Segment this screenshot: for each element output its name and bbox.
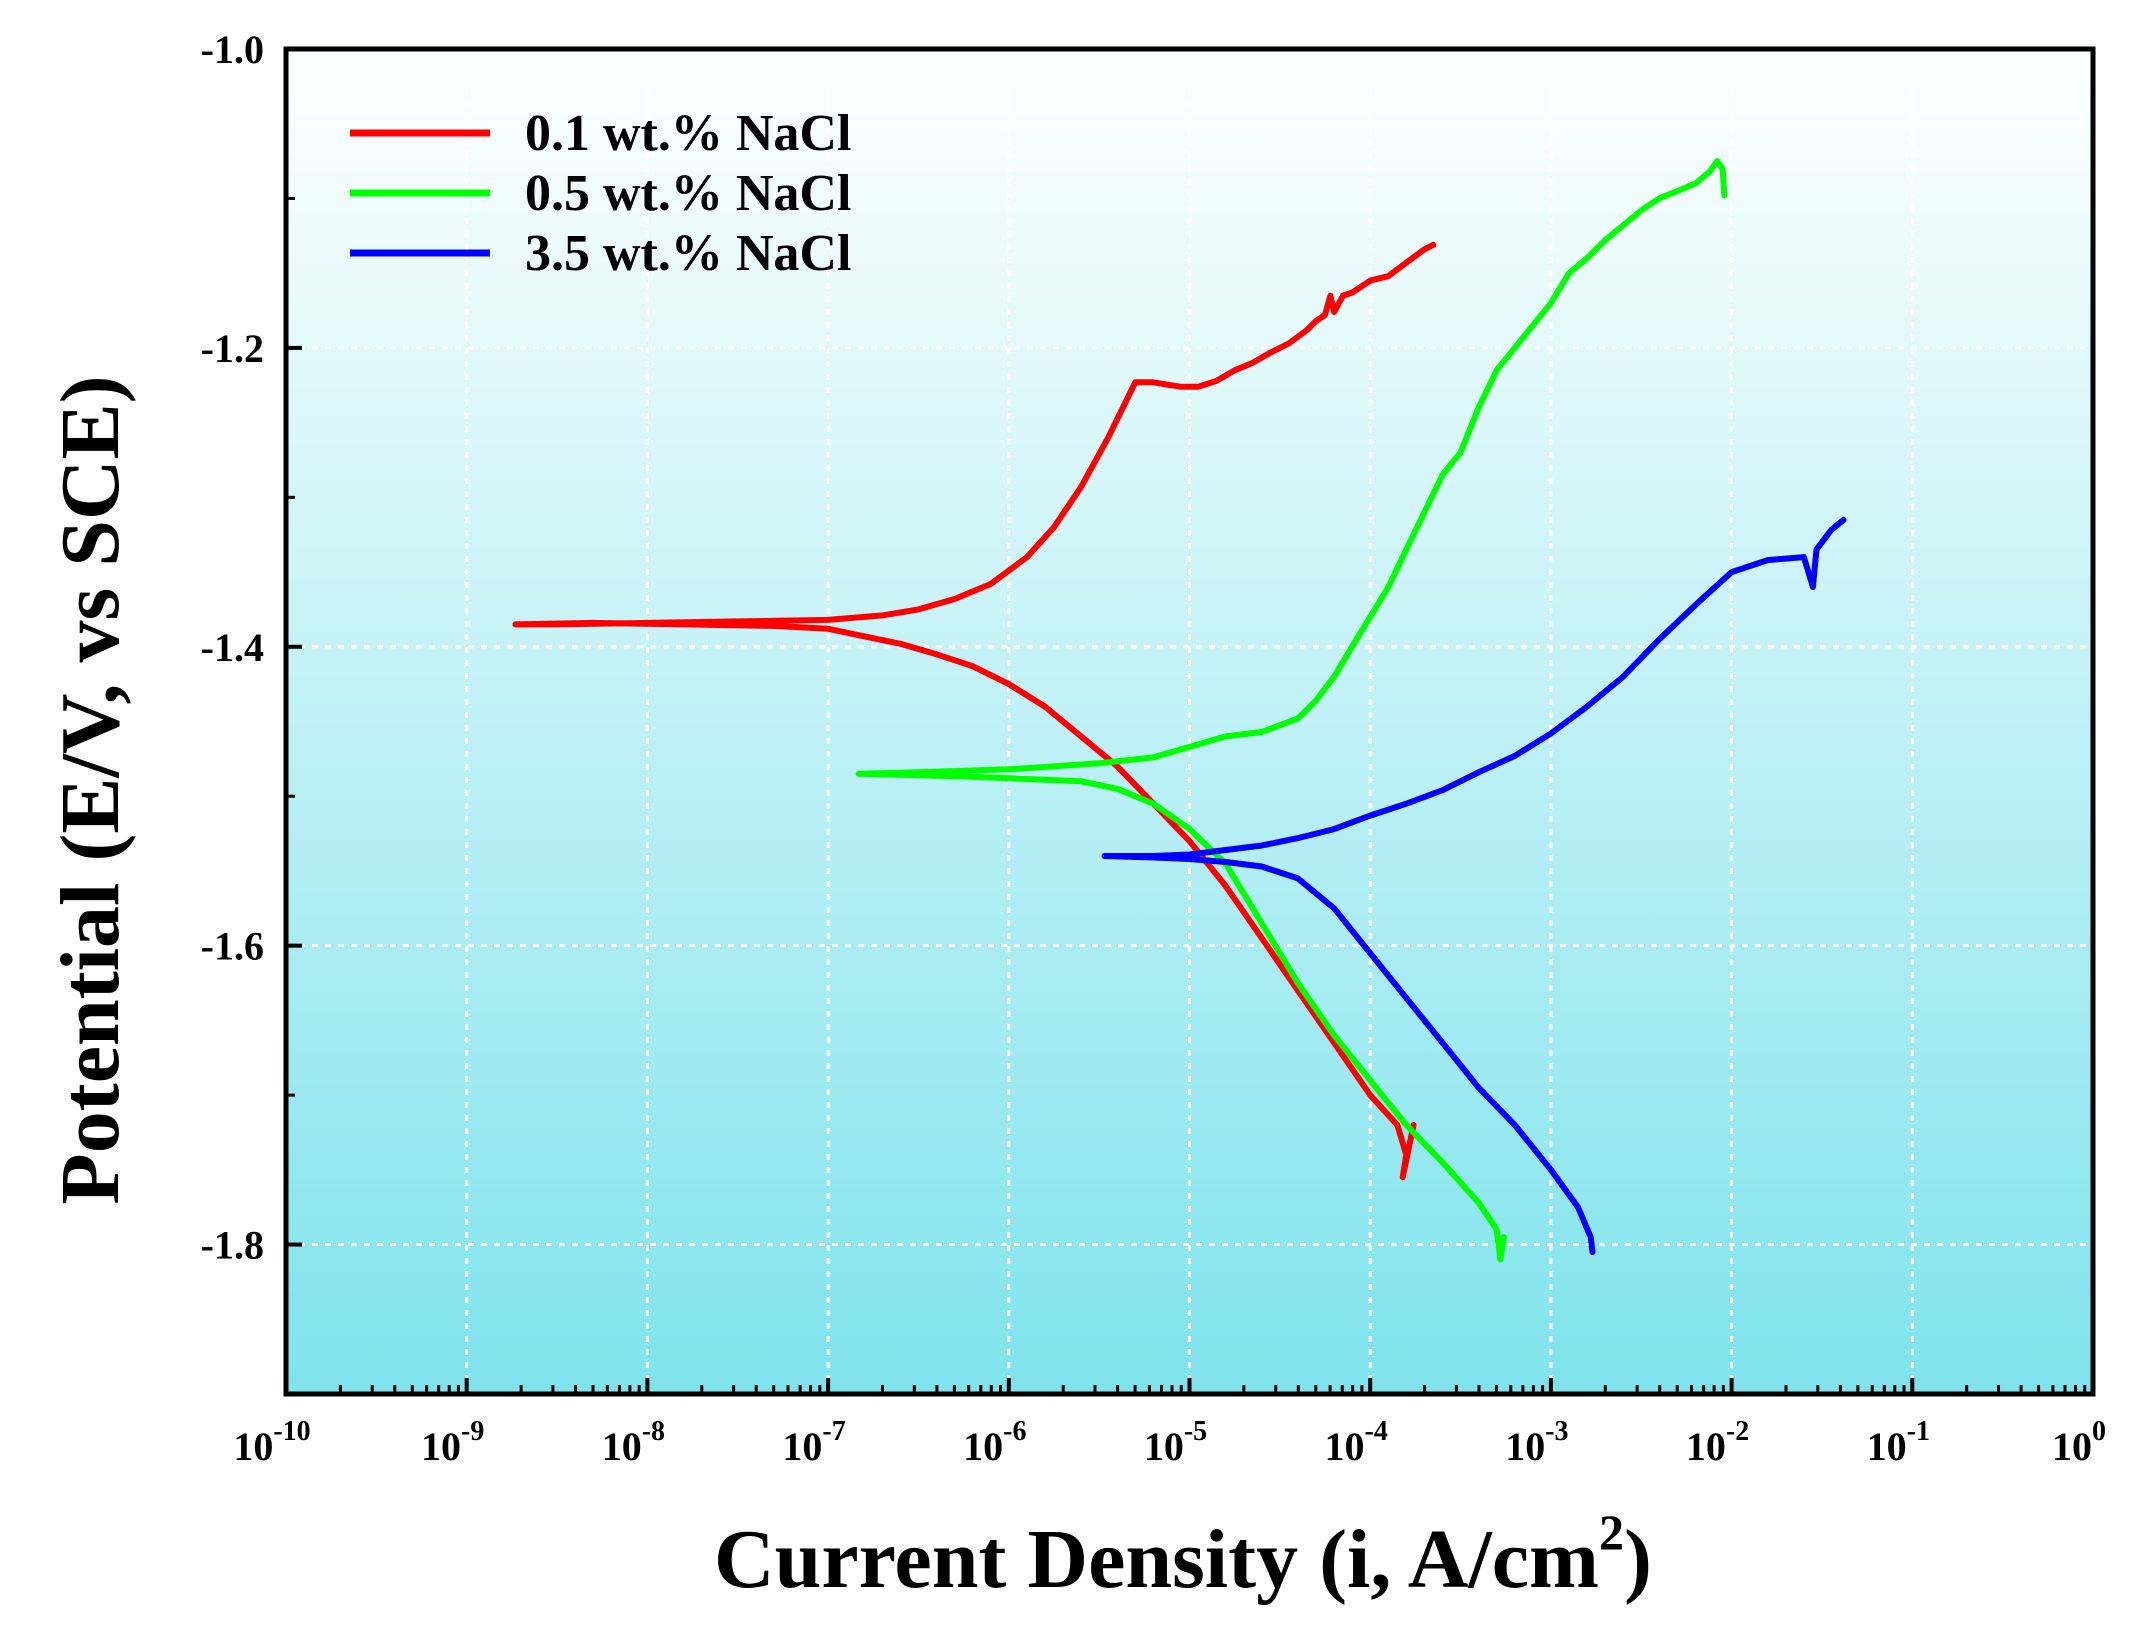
series-line-2-branch-1 [855,158,1728,777]
grid [286,49,2093,1394]
series-line-3-branch-2 [1101,853,1596,1255]
y-tick-label: -1.0 [201,27,264,72]
x-tick-label: 100 [2052,1416,2106,1469]
x-tick-label: 10-1 [1867,1416,1930,1469]
series-2 [855,158,1728,1263]
x-axis-title: Current Density (i, A/cm2) [714,1504,1652,1606]
legend-label: 0.1 wt.% NaCl [525,105,851,162]
x-tick-label: 10-10 [233,1416,310,1469]
series-line-2-branch-2 [855,770,1507,1263]
legend-label: 3.5 wt.% NaCl [525,225,851,282]
x-axis-title-end: ) [1624,1513,1652,1606]
y-tick-label: -1.2 [201,326,264,371]
x-tick-label: 10-6 [963,1416,1026,1469]
x-tick-label: 10-8 [602,1416,665,1469]
x-tick-label: 10-9 [421,1416,484,1469]
x-tick-label: 10-7 [782,1416,845,1469]
x-tick-labels: 10-10 10-9 10-8 10-7 10-6 10-5 10-4 10-3 10-2 10-… [233,1416,2106,1469]
series-1 [512,241,1437,1181]
y-tick-label: -1.6 [201,924,264,969]
y-tick-labels: -1.0 -1.2 -1.4 -1.6 -1.8 [201,27,264,1268]
x-tick-label: 10-3 [1505,1416,1568,1469]
x-axis-title-sup: 2 [1599,1504,1624,1560]
series-3 [1101,516,1847,1255]
series-line-3-branch-1 [1101,516,1847,859]
x-tick-label: 10-2 [1686,1416,1749,1469]
axis-ticks [284,47,2095,1394]
y-tick-label: -1.8 [201,1223,264,1268]
x-tick-label: 10-5 [1144,1416,1207,1469]
series-group [512,158,1847,1263]
series-line-1-branch-2 [512,619,1417,1181]
y-axis-title: Potential (E/V, vs SCE) [44,375,137,1204]
series-line-1-branch-1 [512,241,1437,628]
x-tick-label: 10-4 [1325,1416,1388,1469]
y-tick-label: -1.4 [201,625,264,670]
legend-label: 0.5 wt.% NaCl [525,165,851,222]
